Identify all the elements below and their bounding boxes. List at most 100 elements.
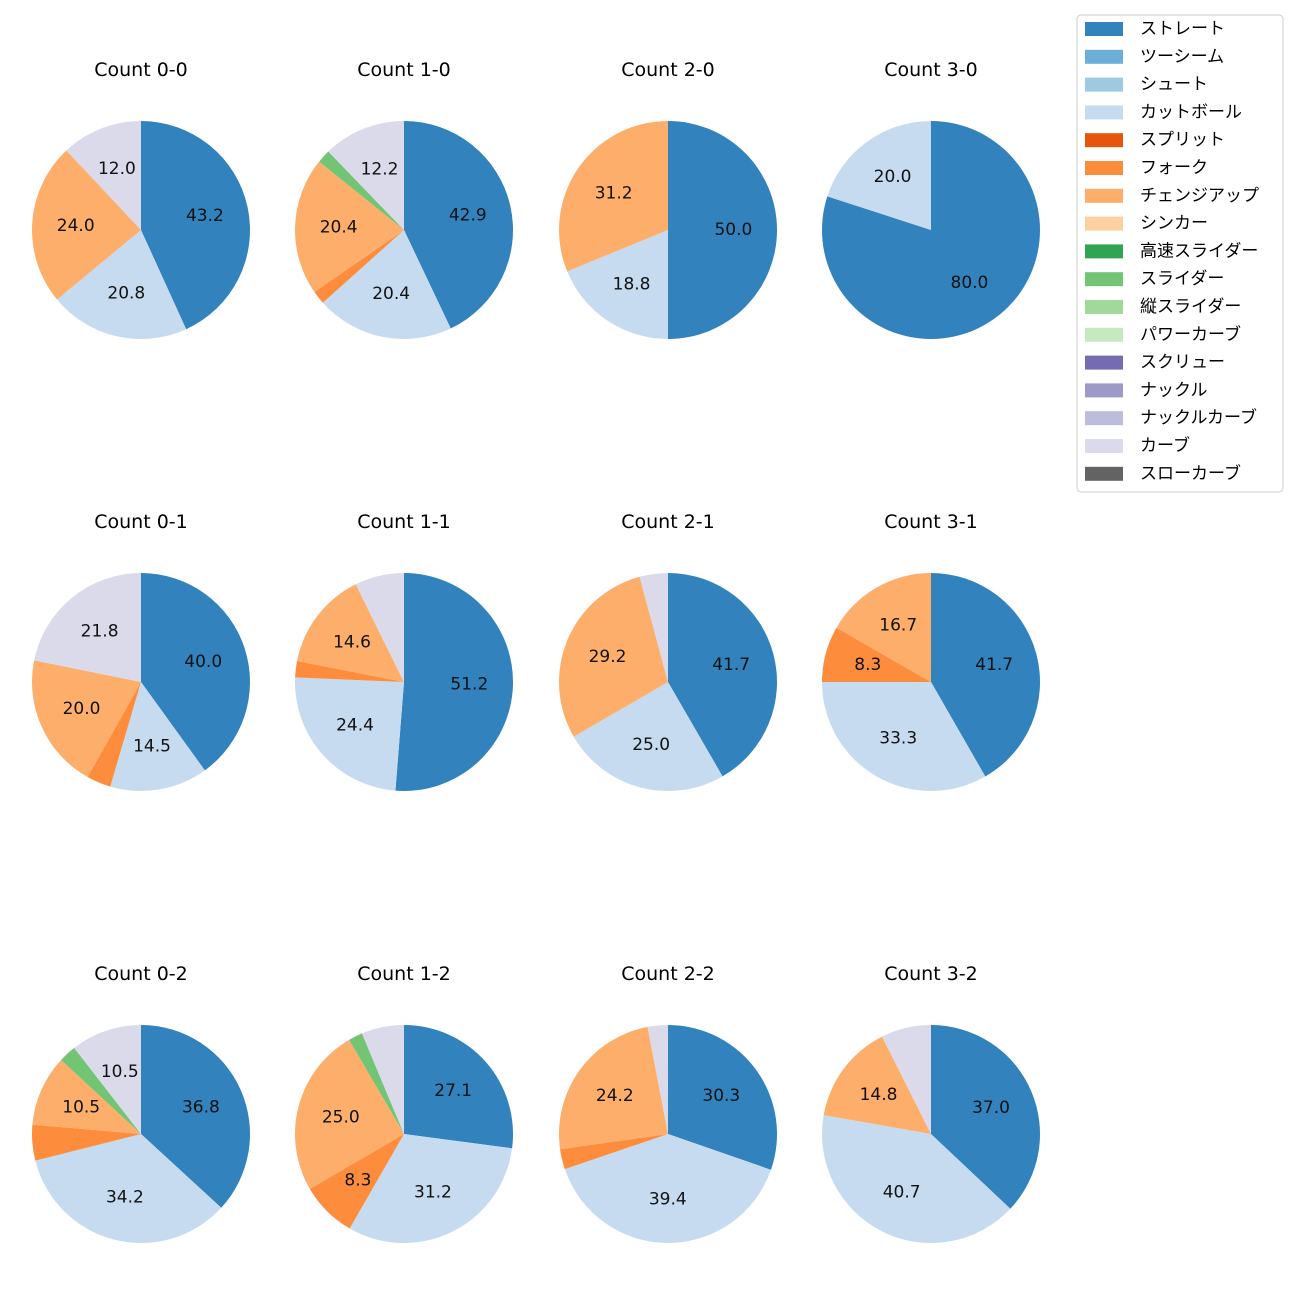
pie-slice (34, 573, 141, 682)
legend-swatch (1085, 383, 1123, 398)
slice-label: 20.4 (372, 284, 410, 304)
slice-label: 40.7 (883, 1182, 921, 1202)
pie-slice (931, 1025, 1040, 1209)
legend-swatch (1085, 439, 1123, 453)
slice-label: 8.3 (854, 655, 881, 675)
pie-slice (647, 1025, 668, 1134)
slice-label: 25.0 (632, 735, 670, 755)
slice-label: 31.2 (595, 184, 633, 204)
legend-label: フォーク (1140, 158, 1208, 178)
pie-slice (836, 573, 931, 682)
pie-slice (404, 121, 513, 329)
slice-label: 40.0 (184, 652, 222, 672)
pie-title: Count 0-1 (94, 511, 188, 533)
pie-slice (57, 230, 187, 339)
pie-slice (141, 121, 250, 330)
slice-label: 14.6 (333, 632, 371, 652)
pie-slice (355, 573, 404, 682)
pie-slice (61, 1047, 141, 1134)
legend-swatch (1085, 161, 1123, 175)
slice-label: 20.0 (63, 699, 101, 719)
pie-slice (573, 682, 723, 791)
pie-2: Count 2-0 50.0 18.8 31.2 (559, 59, 777, 339)
slice-label: 20.0 (874, 167, 912, 187)
pie-9: Count 1-2 27.1 31.2 8.3 25.0 (295, 963, 513, 1243)
pie-slice (328, 121, 404, 230)
pie-6: Count 2-1 41.7 25.0 29.2 (558, 511, 777, 791)
slice-label: 25.0 (322, 1107, 360, 1127)
legend-label: ツーシーム (1140, 47, 1224, 67)
legend-label: シンカー (1140, 214, 1208, 234)
pie-slice (66, 121, 141, 230)
pie-title: Count 2-1 (621, 511, 715, 533)
slice-label: 14.5 (133, 736, 171, 756)
legend: ストレートツーシームシュートカットボールスプリットフォークチェンジアップシンカー… (1076, 14, 1284, 493)
pie-title: Count 1-0 (357, 59, 451, 81)
pie-5: Count 1-1 51.2 24.4 14.6 (295, 511, 513, 791)
pie-slice (931, 573, 1040, 777)
slice-label: 50.0 (714, 220, 752, 240)
slice-label: 24.2 (596, 1086, 634, 1106)
pie-1: Count 1-0 42.9 20.4 20.4 12.2 (295, 59, 513, 339)
slice-label: 37.0 (972, 1098, 1010, 1118)
pie-slice (322, 230, 451, 339)
slice-label: 29.2 (589, 647, 627, 667)
legend-swatch (1085, 216, 1123, 231)
pie-slice (297, 584, 404, 682)
pie-slice (35, 1134, 222, 1243)
slice-label: 24.4 (336, 715, 374, 735)
legend-label: ナックル (1140, 380, 1208, 400)
slice-label: 10.5 (62, 1098, 100, 1118)
slice-label: 20.4 (320, 218, 358, 238)
pie-title: Count 1-1 (357, 511, 451, 533)
slice-label: 42.9 (449, 206, 487, 226)
legend-swatch (1085, 466, 1123, 481)
pie-title: Count 2-2 (621, 963, 715, 985)
legend-swatch (1085, 22, 1123, 36)
slice-label: 24.0 (57, 216, 95, 236)
slice-label: 39.4 (649, 1189, 687, 1209)
pie-slice (822, 682, 986, 791)
slice-label: 43.2 (186, 206, 224, 226)
pie-4: Count 0-1 40.0 14.5 20.0 21.8 (32, 511, 251, 791)
pie-slice (668, 121, 777, 339)
pie-slice (87, 682, 141, 787)
legend-label: スプリット (1140, 130, 1225, 150)
pie-title: Count 0-2 (94, 963, 188, 985)
pie-slice (309, 1134, 404, 1229)
legend-label: 高速スライダー (1140, 241, 1258, 261)
pie-slice (74, 1025, 141, 1134)
slice-label: 41.7 (975, 655, 1013, 675)
pie-slice (110, 682, 205, 791)
pie-7: Count 3-1 41.7 33.3 8.3 16.7 (822, 511, 1040, 791)
pie-slice (361, 1025, 404, 1134)
slice-label: 18.8 (613, 274, 651, 294)
legend-label: シュート (1140, 75, 1208, 95)
legend-label: ナックルカーブ (1140, 407, 1257, 428)
legend-swatch (1085, 300, 1123, 314)
slice-label: 12.0 (98, 159, 136, 179)
pie-slice (823, 1036, 931, 1134)
pie-slice (564, 1134, 771, 1243)
legend-swatch (1085, 105, 1123, 120)
pie-slice (827, 121, 931, 230)
pie-slice (559, 121, 668, 272)
pie-slice (295, 161, 404, 293)
pie-0: Count 0-0 43.2 20.8 24.0 12.0 (32, 59, 250, 339)
legend-label: パワーカーブ (1140, 324, 1241, 345)
pie-slice (141, 1025, 250, 1208)
pie-slice (349, 1134, 513, 1243)
slice-label: 34.2 (106, 1187, 144, 1207)
pie-slice (395, 573, 513, 791)
slice-label: 80.0 (951, 273, 989, 293)
pie-slice (882, 1025, 931, 1134)
slice-label: 16.7 (879, 615, 917, 635)
pie-slice (32, 660, 141, 777)
pie-slice (295, 661, 404, 682)
legend-swatch (1085, 327, 1123, 342)
pie-slice (639, 573, 668, 682)
slice-label: 41.7 (712, 655, 750, 675)
pie-10: Count 2-2 30.3 39.4 24.2 (559, 963, 777, 1243)
pie-slice (668, 1025, 777, 1170)
